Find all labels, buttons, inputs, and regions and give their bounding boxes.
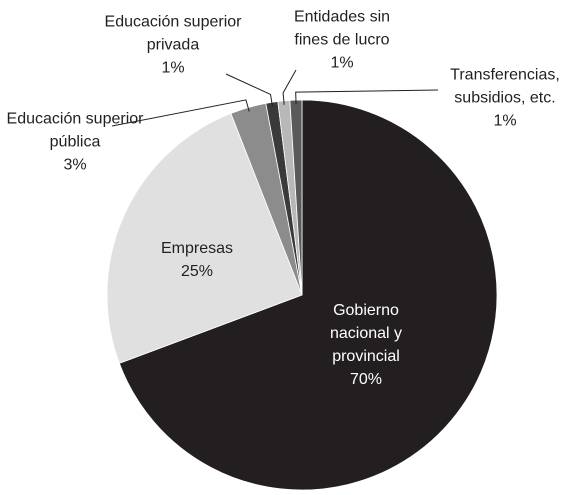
category-name: Gobierno nacional y provincial (329, 302, 403, 365)
value-label: 25% (180, 263, 214, 280)
value-label: 1% (330, 54, 354, 72)
category-name: Transferencias, subsidios, etc. (450, 66, 560, 107)
category-name: Entidades sin fines de lucro (293, 8, 391, 49)
category-name: Educación superior pública (6, 110, 144, 151)
value-label: 3% (63, 156, 87, 174)
slice-label: Entidades sin fines de lucro 1% (277, 6, 407, 75)
slice-label: Educación superior privada 1% (103, 11, 243, 80)
leader-line (295, 89, 439, 105)
slice-label: Empresas 25% (147, 237, 247, 283)
value-label: 1% (161, 59, 185, 77)
category-name: Empresas (160, 240, 234, 257)
leader-line (282, 69, 297, 105)
slice-label: Educación superior pública 3% (0, 108, 150, 177)
value-label: 1% (493, 112, 517, 130)
value-label: 70% (349, 371, 383, 388)
pie-slice (106, 112, 303, 364)
slice-label: Transferencias, subsidios, etc. 1% (430, 64, 572, 133)
leader-line (111, 99, 250, 127)
category-name: Educación superior privada (104, 13, 242, 54)
pie-slice (118, 99, 498, 491)
slice-label: Gobierno nacional y provincial 70% (316, 299, 416, 391)
leader-line (225, 73, 273, 107)
